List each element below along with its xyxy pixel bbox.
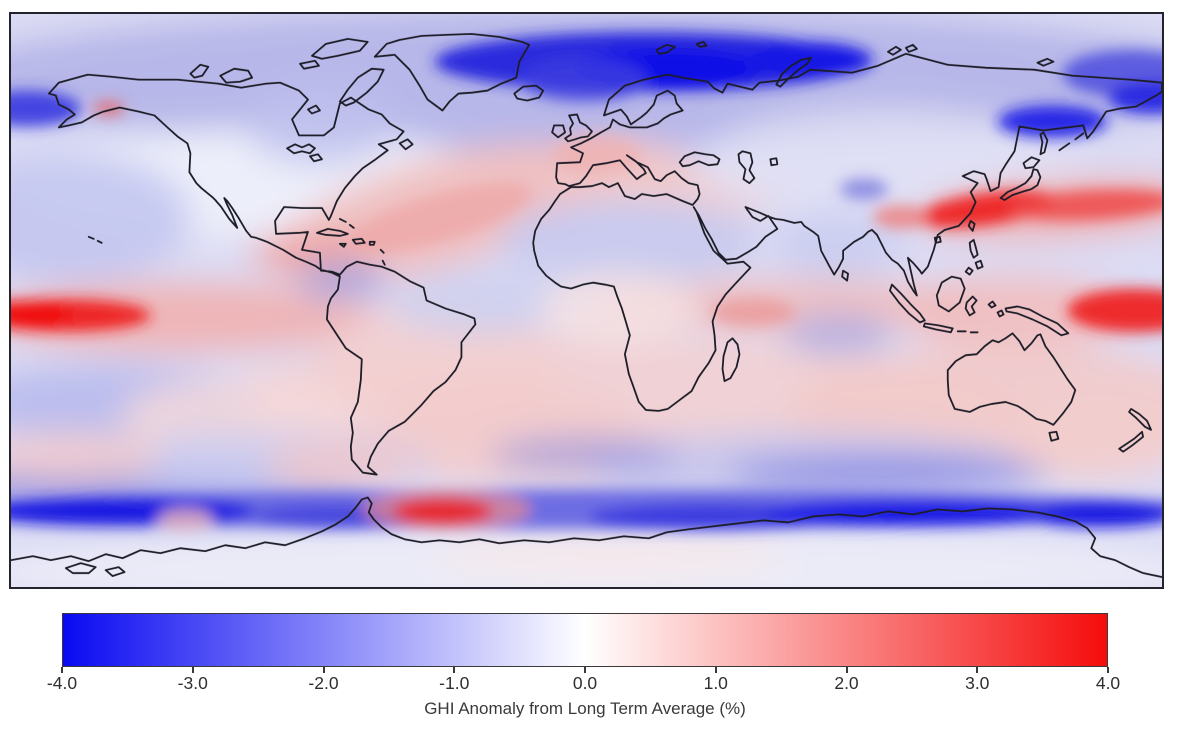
colorbar-tick-mark: [714, 667, 717, 673]
colorbar-gradient: [62, 613, 1108, 667]
colorbar-tick-mark: [191, 667, 194, 673]
colorbar-tick-label: 2.0: [834, 673, 859, 693]
colorbar-tick-mark: [584, 667, 586, 673]
coastline-americas: [47, 73, 477, 476]
coastline-arctic-islands: [189, 37, 414, 151]
colorbar-axis-label: GHI Anomaly from Long Term Average (%): [424, 699, 746, 718]
colorbar-tick-mark: [845, 667, 848, 673]
colorbar-tick-mark: [61, 667, 63, 673]
colorbar-tick-label: -1.0: [439, 673, 470, 693]
coastline-indonesia: [889, 275, 1070, 337]
coastline-madagascar: [721, 337, 741, 382]
coastline-east-asia-islands: [841, 220, 984, 282]
coastline-iceland-svalbard: [513, 40, 1055, 102]
coastline-greenland: [373, 33, 531, 112]
coastlines-layer: [11, 33, 1162, 578]
colorbar-tick-label: -3.0: [177, 673, 208, 693]
coastline-australia-nz: [946, 332, 1152, 453]
anomaly-field-broad-layer: [11, 14, 1162, 587]
coastline-caribbean: [87, 218, 386, 266]
coastline-eurasia-africa: [532, 52, 1162, 412]
colorbar-tick-mark: [976, 667, 979, 673]
colorbar-tick-label: 3.0: [965, 673, 990, 693]
coastline-japan: [999, 131, 1085, 201]
colorbar-tick-label: -2.0: [308, 673, 339, 693]
colorbar-tick-mark: [453, 667, 456, 673]
colorbar-tick-label: 4.0: [1095, 673, 1121, 693]
coastline-inland-seas: [678, 150, 779, 185]
coastline-antarctica: [11, 496, 1162, 578]
colorbar-tick-label: 0.0: [572, 673, 598, 693]
colorbar-tick-mark: [1107, 667, 1109, 673]
coastline-uk-ireland: [551, 113, 593, 143]
colorbar-tick-mark: [322, 667, 325, 673]
colorbar-tick-label: -4.0: [46, 673, 78, 693]
anomaly-map-svg: [11, 14, 1162, 587]
anomaly-field-core-layer: [11, 31, 1162, 531]
coastline-great-lakes: [286, 143, 323, 163]
world-map: [9, 12, 1164, 589]
colorbar-tick-label: 1.0: [703, 673, 728, 693]
